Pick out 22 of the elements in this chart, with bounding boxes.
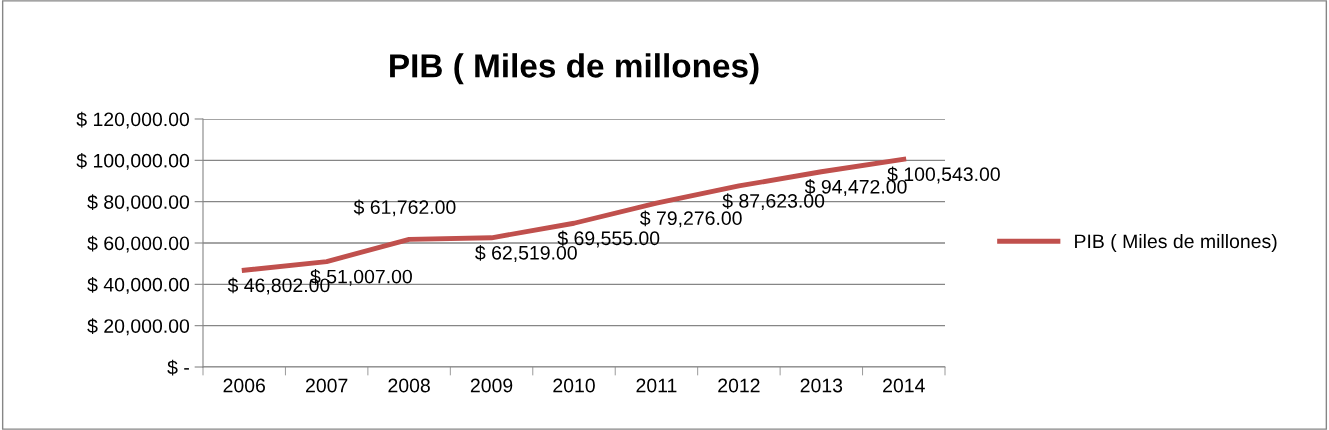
x-tick-label: 2008 — [388, 378, 430, 393]
y-tick-label: $ 40,000.00 — [87, 276, 190, 294]
y-tick-label: $ - — [167, 359, 189, 376]
data-label: $ 79,276.00 — [639, 210, 742, 228]
data-label: $ 87,623.00 — [722, 193, 825, 211]
data-label: $ 62,519.00 — [475, 245, 577, 262]
legend-label: PIB ( Miles de millones) — [1075, 233, 1277, 253]
y-tick-label: $ 80,000.00 — [87, 194, 190, 212]
y-tick-label: $ 60,000.00 — [87, 235, 190, 253]
x-tick-label: 2013 — [800, 378, 843, 393]
y-tick-label: $ 100,000.00 — [76, 152, 190, 170]
data-label: $ 61,762.00 — [353, 199, 456, 217]
x-tick-label: 2009 — [470, 378, 513, 393]
x-tick-label: 2006 — [223, 378, 265, 393]
x-tick-label: 2007 — [306, 378, 348, 393]
chart-title: PIB ( Miles de millones) — [390, 53, 759, 85]
x-tick-label: 2012 — [718, 378, 760, 393]
x-tick-label: 2011 — [636, 378, 677, 393]
y-tick-label: $ 20,000.00 — [87, 318, 190, 336]
x-tick-label: 2010 — [553, 378, 595, 393]
y-tick-label: $ 120,000.00 — [76, 111, 190, 129]
x-tick-label: 2014 — [883, 378, 925, 393]
